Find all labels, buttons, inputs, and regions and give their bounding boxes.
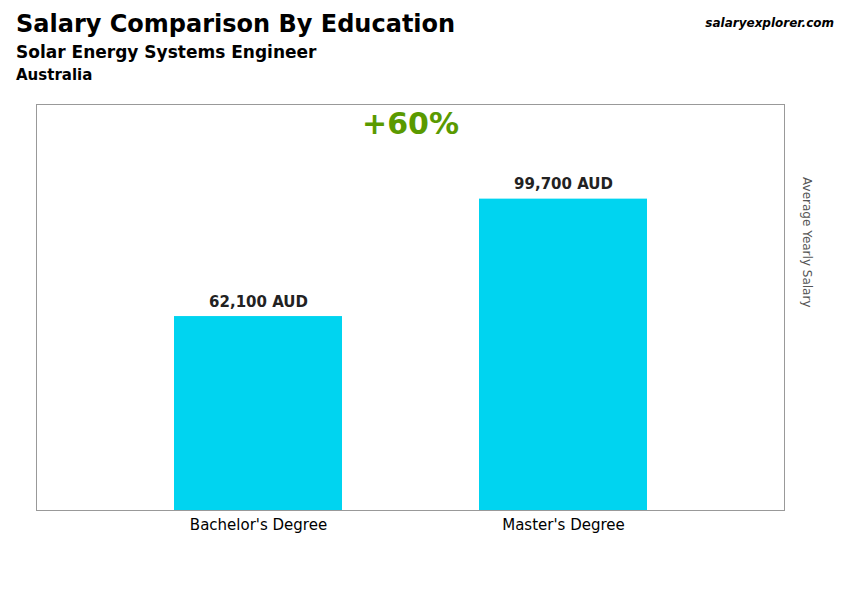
svg-text:Bachelor's Degree: Bachelor's Degree	[190, 516, 327, 534]
html-text:Salary Comparison By Education: Salary Comparison By Education	[16, 10, 456, 38]
svg-text:Average Yearly Salary: Average Yearly Salary	[800, 177, 814, 307]
html-text:Solar Energy Systems Engineer: Solar Energy Systems Engineer	[16, 42, 317, 62]
html-text:salaryexplorer.com: salaryexplorer.com	[705, 16, 834, 30]
svg-text:99,700 AUD: 99,700 AUD	[514, 175, 613, 193]
svg-text:Master's Degree: Master's Degree	[502, 516, 625, 534]
svg-text:62,100 AUD: 62,100 AUD	[209, 293, 308, 311]
html-text:Australia: Australia	[16, 66, 93, 84]
svg-text:+60%: +60%	[362, 106, 459, 141]
